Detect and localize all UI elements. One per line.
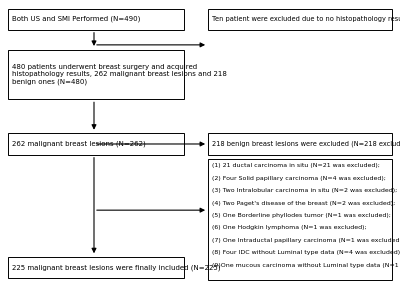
Text: 218 benign breast lesions were excluded (N=218 excluded).: 218 benign breast lesions were excluded …: [212, 141, 400, 147]
Text: Both US and SMI Performed (N=490): Both US and SMI Performed (N=490): [12, 16, 140, 22]
FancyBboxPatch shape: [8, 9, 184, 30]
FancyBboxPatch shape: [208, 133, 392, 155]
Text: 262 malignant breast lesions (N=262): 262 malignant breast lesions (N=262): [12, 141, 146, 147]
FancyBboxPatch shape: [8, 133, 184, 155]
Text: Ten patient were excluded due to no histopathology results (N=10 excluded).: Ten patient were excluded due to no hist…: [212, 16, 400, 22]
FancyBboxPatch shape: [208, 159, 392, 280]
Text: (1) 21 ductal carcinoma in situ (N=21 was excluded);

(2) Four Solid papillary c: (1) 21 ductal carcinoma in situ (N=21 wa…: [212, 163, 400, 268]
FancyBboxPatch shape: [208, 9, 392, 30]
FancyBboxPatch shape: [8, 257, 184, 278]
FancyBboxPatch shape: [8, 50, 184, 99]
Text: 225 malignant breast lesions were finally included (N=225): 225 malignant breast lesions were finall…: [12, 264, 220, 271]
Text: 480 patients underwent breast surgery and acquired
histopathology results, 262 m: 480 patients underwent breast surgery an…: [12, 64, 227, 85]
